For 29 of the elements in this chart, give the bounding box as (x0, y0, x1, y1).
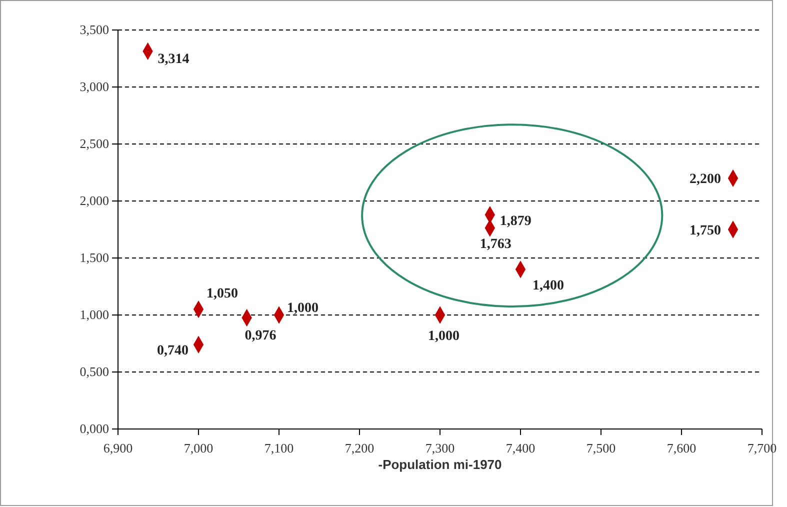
x-tick-label: 7,400 (506, 440, 536, 456)
x-tick-label: 7,000 (184, 440, 214, 456)
y-tick-label: 0,500 (80, 364, 109, 380)
y-tick-label: 1,000 (80, 307, 109, 322)
data-label: 1,879 (500, 214, 532, 229)
x-tick-label: 7,200 (344, 440, 374, 456)
data-label: 1,000 (428, 329, 460, 344)
data-label: 2,200 (690, 172, 722, 188)
data-label: 3,314 (158, 52, 190, 68)
x-axis-title: -Population mi-1970 (378, 457, 502, 472)
y-tick-label: 3,500 (80, 22, 109, 38)
x-tick-label: 7,500 (586, 440, 616, 456)
data-label: 1,000 (287, 301, 318, 316)
x-tick-label: 7,100 (264, 440, 294, 456)
data-label: 1,400 (532, 278, 564, 294)
data-label: 1,050 (206, 286, 238, 302)
y-tick-label: 1,500 (80, 250, 109, 266)
y-tick-label: 2,000 (80, 193, 109, 208)
y-tick-label: 2,500 (80, 136, 109, 152)
data-label: 1,763 (480, 237, 512, 252)
x-tick-label: 7,700 (747, 440, 777, 456)
x-tick-label: 7,300 (425, 440, 455, 456)
y-tick-label: 3,000 (80, 79, 109, 94)
y-tick-label: 0,000 (80, 421, 109, 436)
data-label: 0,976 (244, 328, 276, 344)
data-label: 1,750 (690, 224, 722, 238)
x-tick-label: 7,600 (666, 440, 696, 456)
x-tick-label: 6,900 (103, 440, 133, 456)
data-label: 0,740 (157, 344, 188, 359)
